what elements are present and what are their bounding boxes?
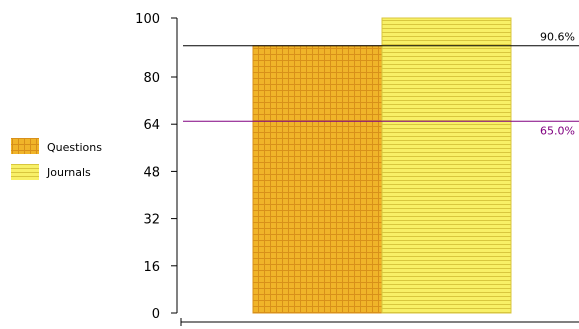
legend-swatch-questions <box>11 138 39 154</box>
legend-swatch-journals <box>11 164 39 180</box>
legend-label-journals: Journals <box>46 166 91 179</box>
y-tick-label: 32 <box>143 213 160 228</box>
y-tick-label: 0 <box>152 307 160 322</box>
reference-lines: 90.6% 65.0% <box>183 31 579 137</box>
y-tick-label: 16 <box>143 260 160 275</box>
y-tick-label: 48 <box>143 165 160 180</box>
reference-line-label: 65.0% <box>540 124 575 137</box>
legend-entry: Questions <box>11 138 102 154</box>
y-tick-label: 100 <box>135 12 160 27</box>
y-tick-label: 64 <box>143 118 160 133</box>
legend-label-questions: Questions <box>47 141 102 154</box>
bar-questions <box>252 45 383 314</box>
bars <box>252 17 512 314</box>
bar-journals <box>381 17 512 314</box>
legend: Questions Journals <box>11 138 102 180</box>
y-tick-label: 80 <box>143 71 160 86</box>
reference-line-label: 90.6% <box>540 31 575 44</box>
y-axis-ticks: 0 16 32 48 64 80 100 <box>135 12 177 322</box>
legend-entry: Journals <box>11 164 91 180</box>
